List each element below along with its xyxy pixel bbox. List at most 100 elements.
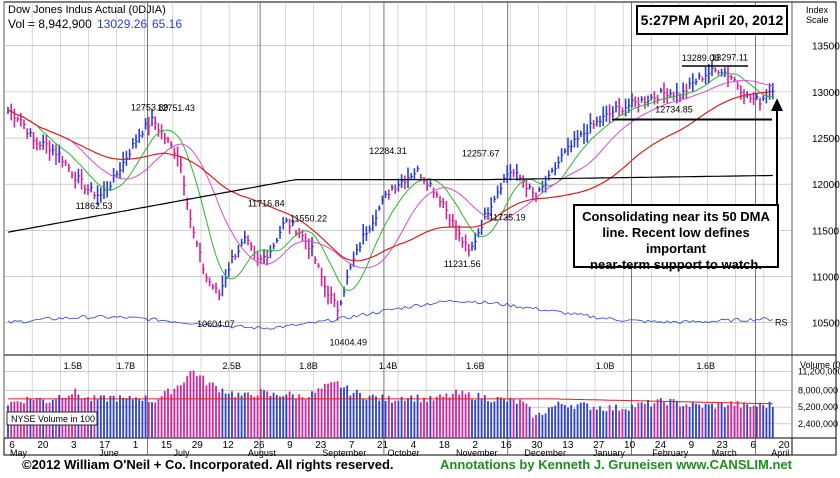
annotation-box: Consolidating near its 50 DMA line. Rece…: [573, 204, 779, 272]
price-label: 12284.31: [369, 146, 407, 156]
x-month-label: April: [771, 448, 789, 458]
x-day-label: 6: [9, 440, 15, 451]
volume-peak-label: 1.4B: [379, 361, 398, 371]
volume-tick-label: 11,200,000: [798, 367, 840, 377]
price-label: 11716.84: [248, 198, 285, 208]
volume-peak-label: 1.0B: [596, 361, 615, 371]
price-tick-label: 13500: [812, 42, 840, 53]
x-day-label: 21: [377, 440, 389, 451]
x-day-label: 9: [689, 440, 695, 451]
x-day-label: 10: [624, 440, 636, 451]
volume-peak-label: 1.8B: [299, 361, 318, 371]
x-day-label: 23: [315, 440, 327, 451]
price-label: 11550.22: [290, 214, 327, 224]
x-day-label: 26: [253, 440, 265, 451]
price-label: 11862.53: [76, 201, 113, 211]
x-month-label: December: [524, 448, 566, 458]
volume-tick-label: 5,200,000: [798, 402, 838, 412]
annotation-line: line. Recent low defines important: [602, 225, 750, 256]
x-day-label: 6: [750, 440, 756, 451]
ma200-line: [7, 174, 773, 233]
price-bars: [7, 60, 775, 321]
price-tick-label: 12500: [812, 134, 840, 145]
price-label: 13289.08: [682, 53, 720, 63]
price-label: 11231.56: [444, 259, 481, 269]
x-day-label: 1: [133, 440, 139, 451]
price-label: 13297.11: [711, 52, 748, 62]
x-month-label: May: [10, 448, 28, 458]
x-month-label: August: [248, 448, 277, 458]
annotation-credit: Annotations by Kenneth J. Gruneisen www.…: [440, 457, 792, 472]
price-label: 10604.07: [197, 319, 235, 329]
date-box: 5:27PM April 20, 2012: [636, 5, 788, 35]
x-month-label: June: [99, 448, 119, 458]
x-day-label: 16: [501, 440, 513, 451]
price-tick-label: 13000: [812, 88, 840, 99]
volume-peak-label: 1.6B: [466, 361, 485, 371]
volume-readout: Vol = 8,942,900: [8, 17, 92, 31]
x-month-label: January: [593, 448, 626, 458]
grid: 10500 11000 11500 12000 12500 13000 13500 11,20…: [3, 2, 840, 455]
x-month-label: November: [456, 448, 498, 458]
x-day-label: 7: [349, 440, 355, 451]
axis-title: Index: [806, 5, 829, 15]
volume-legend-box: [6, 411, 98, 426]
x-day-label: 18: [439, 440, 451, 451]
change-readout: 65.16: [152, 17, 182, 31]
x-day-label: 13: [562, 440, 574, 451]
x-day-label: 15: [161, 440, 173, 451]
price-label: 12257.67: [462, 148, 500, 158]
price-tick-label: 10500: [812, 319, 840, 330]
x-day-label: 29: [192, 440, 204, 451]
volume-ma-line: [8, 398, 773, 405]
volume-axis-title: Volume (00): [800, 360, 840, 370]
volume-peak-label: 1.6B: [697, 361, 716, 371]
volume-bars: 1.5B 1.7B 2.5B 1.8B 1.4B 1.6B 1.0B 1.6B NYSE Vol…: [6, 361, 774, 438]
copyright-text: ©2012 William O'Neil + Co. Incorporated.…: [22, 457, 394, 472]
rs-label: RS: [775, 317, 788, 327]
arrow-head: [771, 98, 783, 111]
axis-title: Scale: [806, 15, 829, 25]
price-tick-label: 12000: [812, 180, 840, 191]
annotation-line: Consolidating near its 50 DMA: [582, 209, 770, 224]
price-label: 12753.89: [131, 103, 169, 113]
price-readout: 13029.26: [97, 17, 147, 31]
x-day-label: 24: [655, 440, 667, 451]
x-day-label: 27: [593, 440, 605, 451]
price-tick-label: 11500: [812, 226, 840, 237]
x-day-label: 2: [472, 440, 478, 451]
ma10-line: [7, 73, 773, 291]
chart-title: Dow Jones Indus Actual (0DJIA): [8, 4, 166, 16]
x-day-label: 20: [37, 440, 49, 451]
x-month-label: July: [174, 448, 191, 458]
volume-peak-label: 1.5B: [64, 361, 83, 371]
x-day-label: 3: [71, 440, 77, 451]
moving-averages: RS: [7, 65, 788, 330]
x-month-label: February: [652, 448, 689, 458]
x-day-label: 20: [778, 440, 790, 451]
annotation-line: near-term support to watch.: [590, 257, 762, 272]
price-label: 12734.85: [655, 104, 693, 114]
x-day-label: 23: [717, 440, 729, 451]
x-day-label: 12: [223, 440, 235, 451]
x-month-label: March: [712, 448, 737, 458]
volume-legend-label: NYSE Volume in 100: [11, 414, 95, 424]
x-day-label: 4: [411, 440, 417, 451]
axes: 6 20 3 17 1 15 29 12 26 9 23 7 21 4 18 2 16 30 13 27 10 24 9 23…: [9, 440, 790, 458]
x-day-label: 30: [531, 440, 543, 451]
rs-line: [7, 299, 773, 330]
ma50-line: [7, 90, 773, 262]
volume-tick-label: 2,400,000: [798, 419, 838, 429]
x-day-label: 17: [99, 440, 111, 451]
x-day-label: 9: [287, 440, 293, 451]
ma21-line: [7, 80, 773, 269]
volume-peak-label: 2.5B: [222, 361, 241, 371]
x-month-label: October: [388, 448, 420, 458]
volume-peak-label: 1.7B: [117, 361, 136, 371]
price-label: 11735.19: [489, 213, 526, 223]
price-label: 12751.43: [157, 103, 195, 113]
price-tick-label: 11000: [812, 273, 840, 284]
volume-tick-label: 8,000,000: [798, 386, 838, 396]
x-month-label: September: [322, 448, 366, 458]
